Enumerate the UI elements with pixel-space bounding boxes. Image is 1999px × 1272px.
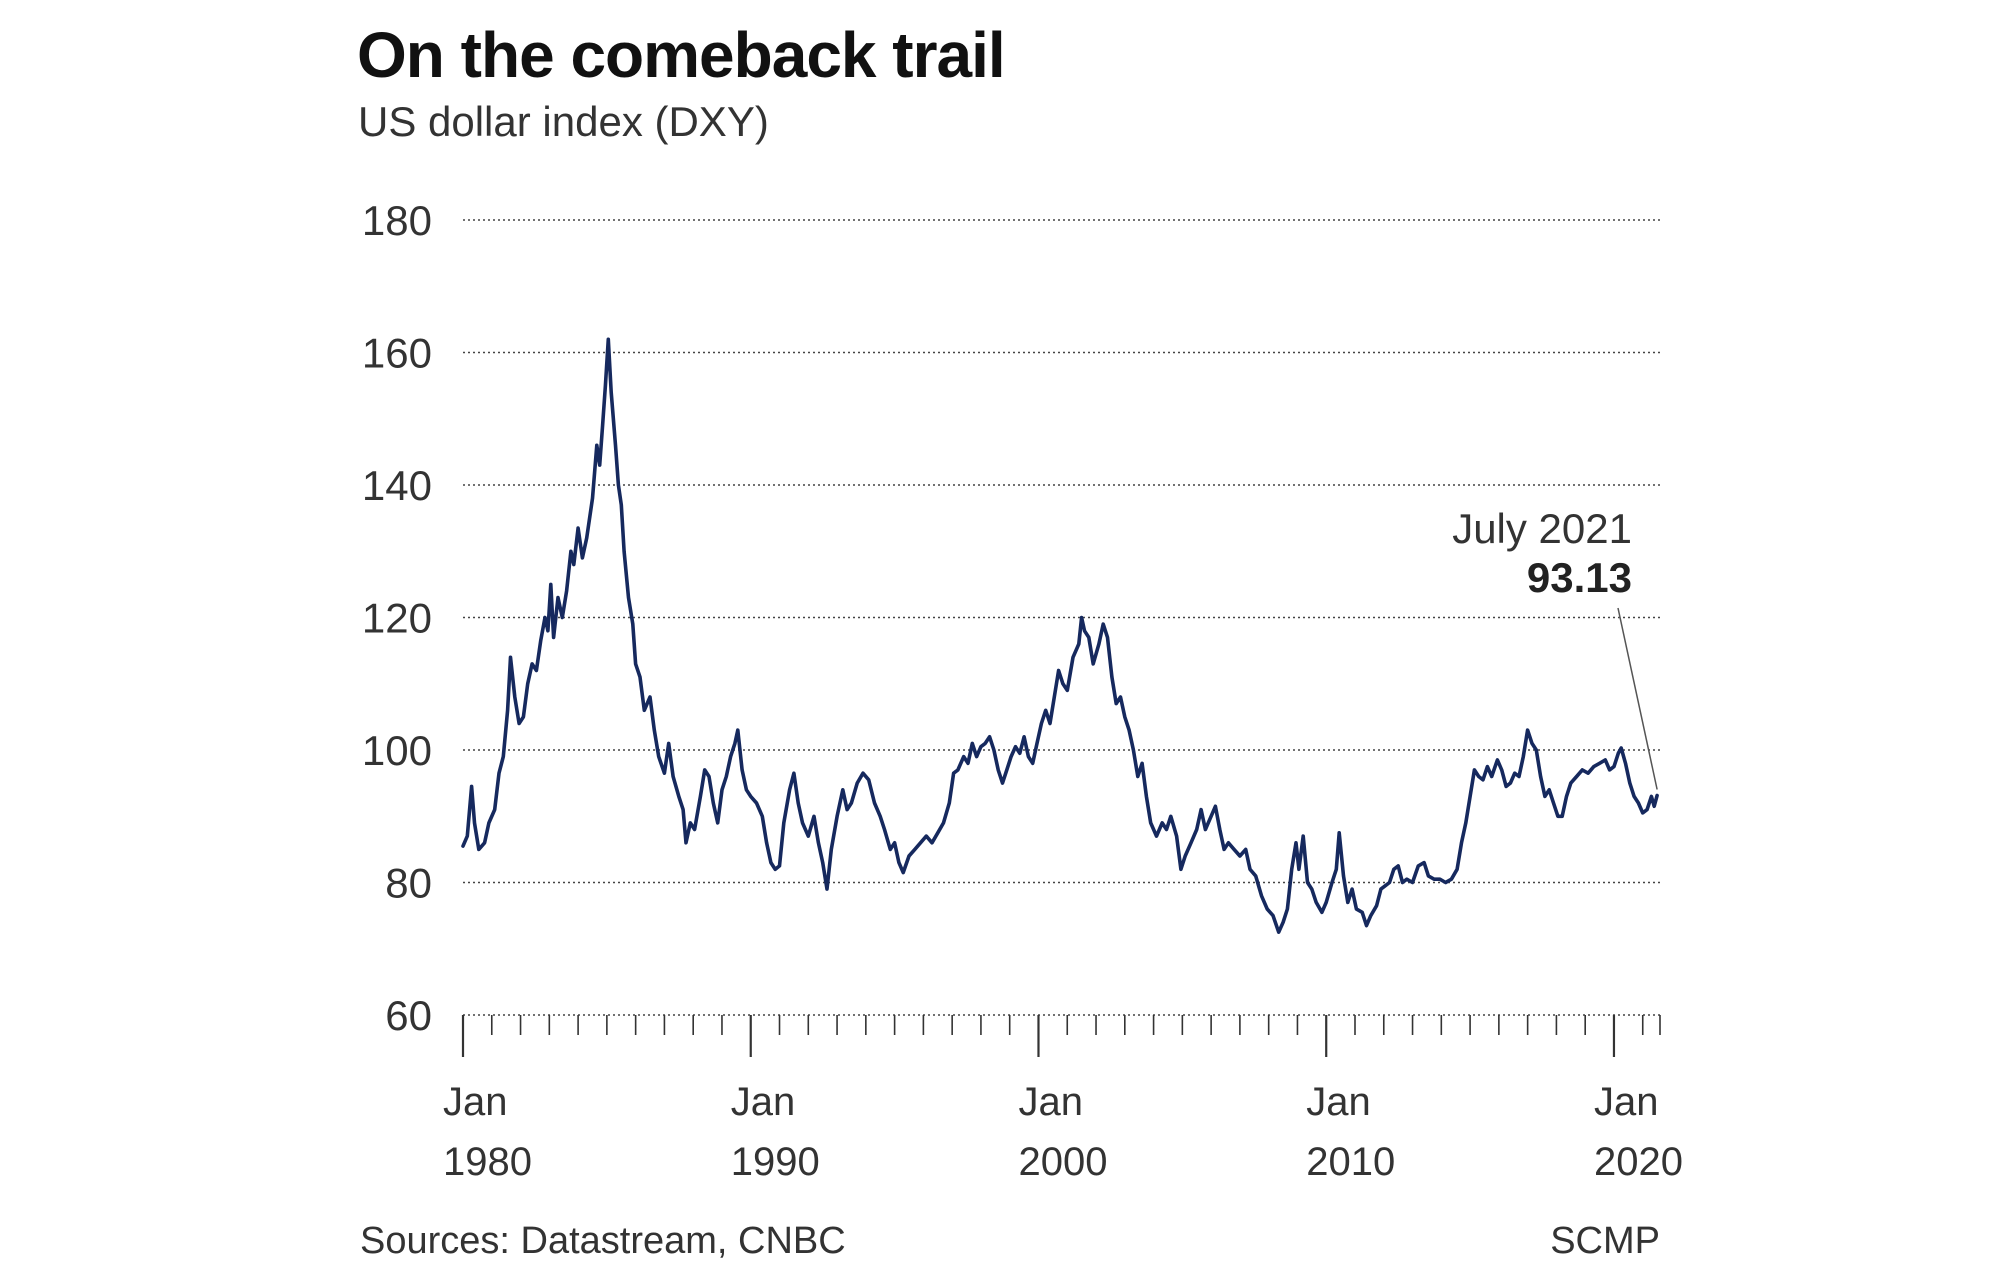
x-tick-label-month: Jan: [1306, 1080, 1371, 1124]
x-tick-label-year: 1990: [731, 1140, 820, 1184]
sources-note: Sources: Datastream, CNBC: [360, 1220, 846, 1262]
x-tick-label-month: Jan: [731, 1080, 796, 1124]
annotation-date-label: July 2021: [1452, 505, 1632, 552]
x-tick-label-year: 2000: [1018, 1140, 1107, 1184]
y-tick-label: 60: [385, 992, 432, 1039]
y-tick-label: 120: [362, 595, 432, 642]
x-tick-label-month: Jan: [1018, 1080, 1082, 1124]
x-tick-label-year: 1980: [443, 1140, 532, 1184]
credit-label: SCMP: [1550, 1220, 1660, 1262]
y-tick-label: 100: [362, 727, 432, 774]
chart-subtitle: US dollar index (DXY): [358, 98, 769, 145]
annotation-leader-line: [1617, 607, 1658, 790]
x-tick-label-month: Jan: [443, 1080, 508, 1124]
x-tick-label-year: 2020: [1594, 1140, 1683, 1184]
annotation-value-label: 93.13: [1527, 554, 1632, 601]
x-axis: Jan 1980 Jan 1990 Jan 2000 Jan 2010 Jan 2020: [443, 1014, 1683, 1184]
x-tick-label-month: Jan: [1594, 1080, 1659, 1124]
y-axis-labels: 60 80 100 120 140 160 180: [362, 197, 432, 1039]
chart-title: On the comeback trail: [357, 19, 1006, 91]
y-tick-label: 140: [362, 462, 432, 509]
y-tick-label: 80: [385, 860, 432, 907]
series-line-layer: [461, 337, 1659, 934]
y-tick-label: 160: [362, 330, 432, 377]
y-tick-label: 180: [362, 197, 432, 244]
series-line: [461, 337, 1659, 934]
x-tick-label-year: 2010: [1306, 1140, 1395, 1184]
